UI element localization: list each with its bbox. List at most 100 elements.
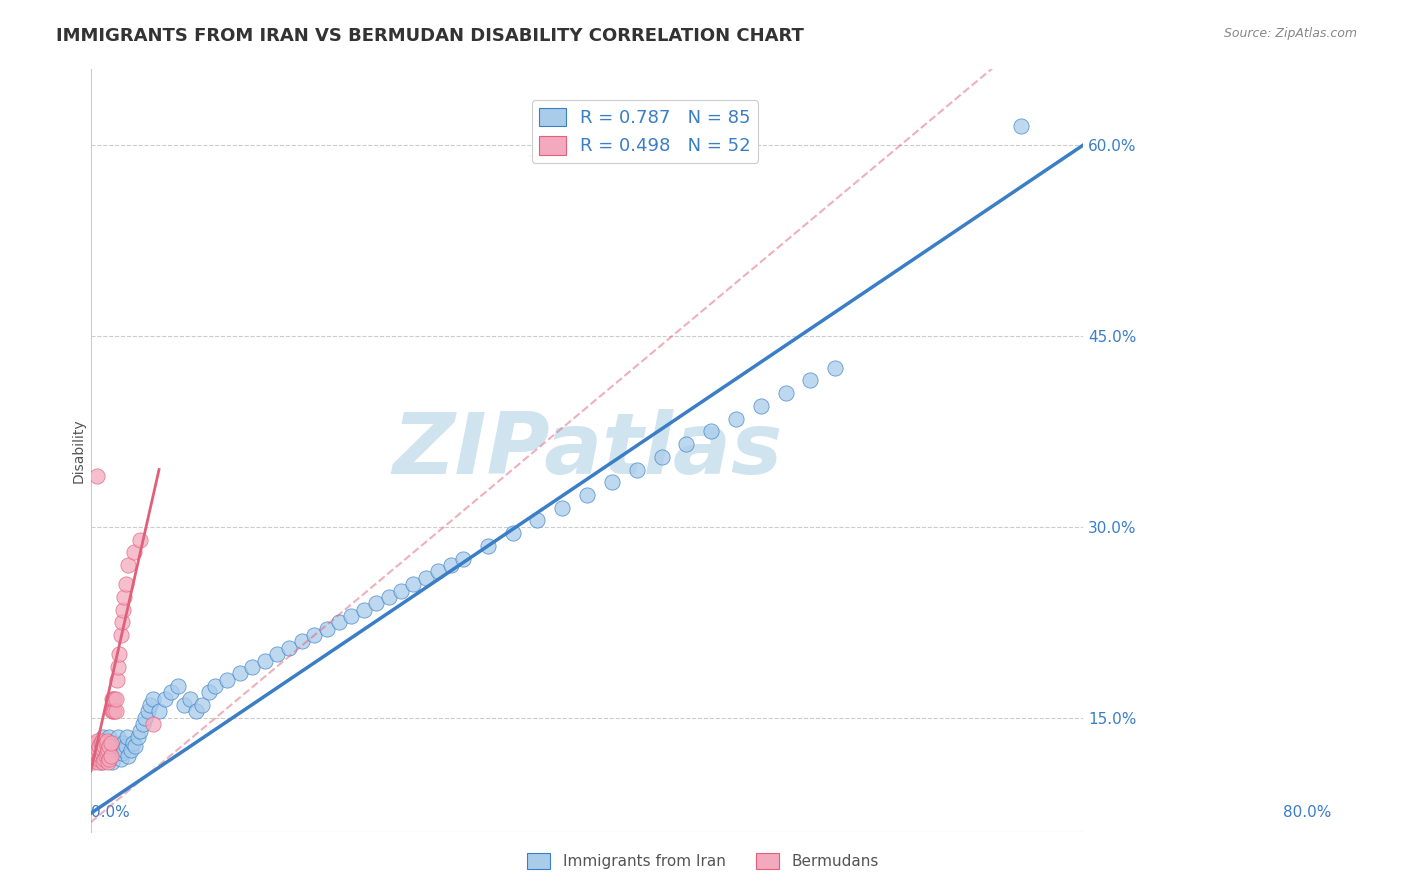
Point (111, 747, 134, 761)
Point (142, 717, 165, 731)
Point (87, 742, 110, 756)
Point (122, 736, 145, 750)
Point (315, 622, 337, 636)
Point (340, 609, 363, 624)
Point (110, 751, 132, 765)
Point (103, 691, 125, 706)
Point (240, 660, 263, 674)
Point (105, 673, 128, 687)
Point (700, 425, 723, 439)
Point (626, 462, 648, 476)
Point (166, 679, 188, 693)
Point (105, 739, 128, 753)
Point (132, 717, 155, 731)
Point (775, 386, 797, 401)
Point (112, 602, 135, 616)
Point (366, 596, 388, 610)
Point (82, 756, 104, 770)
Point (1010, 119, 1032, 133)
Point (97, 742, 120, 756)
Point (675, 437, 697, 451)
Point (86, 747, 108, 761)
Point (94, 749, 117, 764)
Point (91, 747, 114, 761)
Point (415, 571, 437, 585)
Point (389, 583, 412, 598)
Point (427, 565, 450, 579)
Point (451, 551, 474, 566)
Point (98, 739, 121, 753)
Point (96, 747, 118, 761)
Point (112, 742, 135, 756)
Point (824, 360, 846, 375)
Point (101, 705, 124, 719)
Point (526, 514, 548, 528)
Point (104, 705, 127, 719)
Point (91, 739, 114, 753)
Point (108, 742, 131, 756)
Point (115, 730, 138, 744)
Point (155, 691, 177, 706)
Point (98, 730, 121, 744)
Point (107, 660, 129, 674)
Point (377, 590, 399, 604)
Point (83, 751, 105, 765)
Point (101, 742, 124, 756)
Point (173, 698, 195, 712)
Point (86, 469, 108, 483)
Point (89, 751, 111, 765)
Point (136, 705, 159, 719)
Point (98, 751, 121, 765)
Point (97, 736, 120, 750)
Point (134, 711, 156, 725)
Point (160, 685, 183, 699)
Point (142, 691, 165, 706)
Point (129, 533, 152, 547)
Point (84, 749, 107, 764)
Point (91, 730, 114, 744)
Point (477, 539, 499, 553)
Point (91, 749, 114, 764)
Point (204, 679, 226, 693)
Point (551, 500, 574, 515)
Text: 80.0%: 80.0% (1284, 805, 1331, 820)
Point (82, 742, 104, 756)
Point (228, 666, 250, 681)
Point (440, 558, 463, 572)
Point (91, 742, 114, 756)
Point (117, 558, 139, 572)
Point (83, 739, 105, 753)
Point (90, 756, 112, 770)
Point (120, 742, 142, 756)
Point (89, 739, 111, 753)
Point (93, 739, 115, 753)
Point (93, 751, 115, 765)
Text: IMMIGRANTS FROM IRAN VS BERMUDAN DISABILITY CORRELATION CHART: IMMIGRANTS FROM IRAN VS BERMUDAN DISABIL… (56, 27, 804, 45)
Text: Source: ZipAtlas.com: Source: ZipAtlas.com (1223, 27, 1357, 40)
Point (97, 756, 120, 770)
Point (111, 615, 134, 630)
Point (749, 399, 772, 413)
Point (112, 736, 135, 750)
Point (124, 739, 146, 753)
Point (86, 733, 108, 747)
Point (724, 411, 747, 425)
Point (278, 640, 301, 655)
Point (90, 736, 112, 750)
Point (86, 751, 108, 765)
Point (94, 742, 117, 756)
Point (353, 602, 375, 616)
Point (266, 647, 288, 661)
Point (96, 747, 118, 761)
Legend: R = 0.787   N = 85, R = 0.498   N = 52: R = 0.787 N = 85, R = 0.498 N = 52 (531, 101, 758, 162)
Point (114, 577, 136, 591)
Point (91, 733, 114, 747)
Point (799, 373, 821, 387)
Point (89, 736, 111, 750)
Point (104, 747, 127, 761)
Point (502, 526, 524, 541)
Point (576, 488, 599, 502)
Point (101, 691, 124, 706)
Point (87, 756, 110, 770)
Point (110, 628, 132, 642)
